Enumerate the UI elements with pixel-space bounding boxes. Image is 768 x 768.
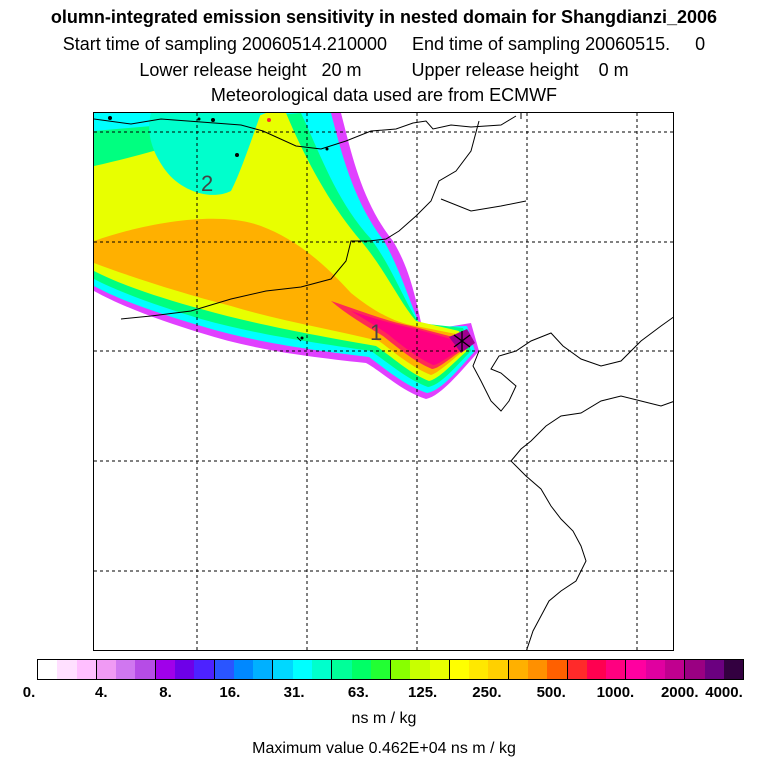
colorbar-segment	[174, 660, 195, 679]
colorbar-segment	[155, 660, 175, 679]
colorbar-segment	[645, 660, 665, 679]
coastline	[94, 113, 673, 650]
island-red	[267, 118, 271, 122]
colorbar-segment	[332, 660, 352, 679]
colorbar-tick-label: 4.	[95, 684, 108, 701]
receptor-marker	[453, 331, 471, 351]
colorbar-segment	[723, 660, 744, 679]
plume-cyan-patch	[149, 113, 261, 195]
colorbar-segment	[528, 660, 548, 679]
colorbar-segment	[38, 660, 58, 679]
colorbar-units: ns m / kg	[351, 710, 417, 727]
colorbar-tick-label: 63.	[347, 684, 369, 701]
contour-label-1: 1	[370, 320, 382, 345]
colorbar-segment	[76, 660, 97, 679]
colorbar-segment	[96, 660, 117, 679]
colorbar-tick-label: 31.	[283, 684, 305, 701]
colorbar-segment	[704, 660, 724, 679]
colorbar-segment	[273, 660, 293, 679]
colorbar-segment	[135, 660, 156, 679]
lat-lon-grid	[94, 113, 673, 650]
colorbar-tick-label: 2000.	[660, 684, 699, 701]
met-data-line: Meteorological data used are from ECMWF	[210, 85, 558, 105]
colorbar-segment	[311, 660, 333, 679]
colorbar-segment	[410, 660, 430, 679]
colorbar-tick-label: 500.	[536, 684, 566, 701]
colorbar-segment	[665, 660, 686, 679]
map-title: olumn-integrated emission sensitivity in…	[50, 7, 718, 27]
colorbar-segment	[57, 660, 77, 679]
coast-islands	[108, 116, 329, 340]
colorbar-tick-label: 8.	[159, 684, 172, 701]
colorbar-segment	[547, 660, 568, 679]
contour-label-2: 2	[201, 171, 213, 196]
colorbar-tick-label: 16.	[219, 684, 241, 701]
colorbar-segment	[292, 660, 312, 679]
colorbar-tick-label: 250.	[472, 684, 502, 701]
colorbar-segment	[685, 660, 705, 679]
colorbar-tick-label: 1000.	[596, 684, 635, 701]
colorbar-segment	[253, 660, 274, 679]
colorbar-tick-label: 125.	[408, 684, 438, 701]
colorbar-segment	[586, 660, 607, 679]
colorbar-segment	[449, 660, 470, 679]
colorbar-segment	[488, 660, 509, 679]
colorbar-tick-label: 0.	[22, 684, 36, 701]
colorbar-segment	[508, 660, 529, 679]
colorbar-segment	[626, 660, 646, 679]
colorbar-segment	[469, 660, 489, 679]
colorbar-segment	[214, 660, 234, 679]
colorbar-segment	[116, 660, 136, 679]
maximum-value-label: Maximum value 0.462E+04 ns m / kg	[252, 740, 516, 757]
plume-band-orange	[94, 218, 463, 375]
colorbar-segment	[606, 660, 627, 679]
colorbar-segment	[370, 660, 392, 679]
sampling-time-line: Start time of sampling 20060514.210000 E…	[62, 34, 706, 54]
colorbar-segment	[233, 660, 254, 679]
colorbar-segment	[194, 660, 215, 679]
release-height-line: Lower release height 20 m Upper release …	[139, 60, 629, 80]
emission-sensitivity-map: 2 1	[93, 112, 674, 651]
colorbar-tick-label: 4000.	[705, 684, 743, 701]
colorbar-segment	[351, 660, 371, 679]
plume-field	[94, 113, 479, 399]
colorbar-segment	[567, 660, 587, 679]
colorbar-segment	[391, 660, 411, 679]
colorbar	[37, 659, 744, 680]
colorbar-segment	[429, 660, 450, 679]
